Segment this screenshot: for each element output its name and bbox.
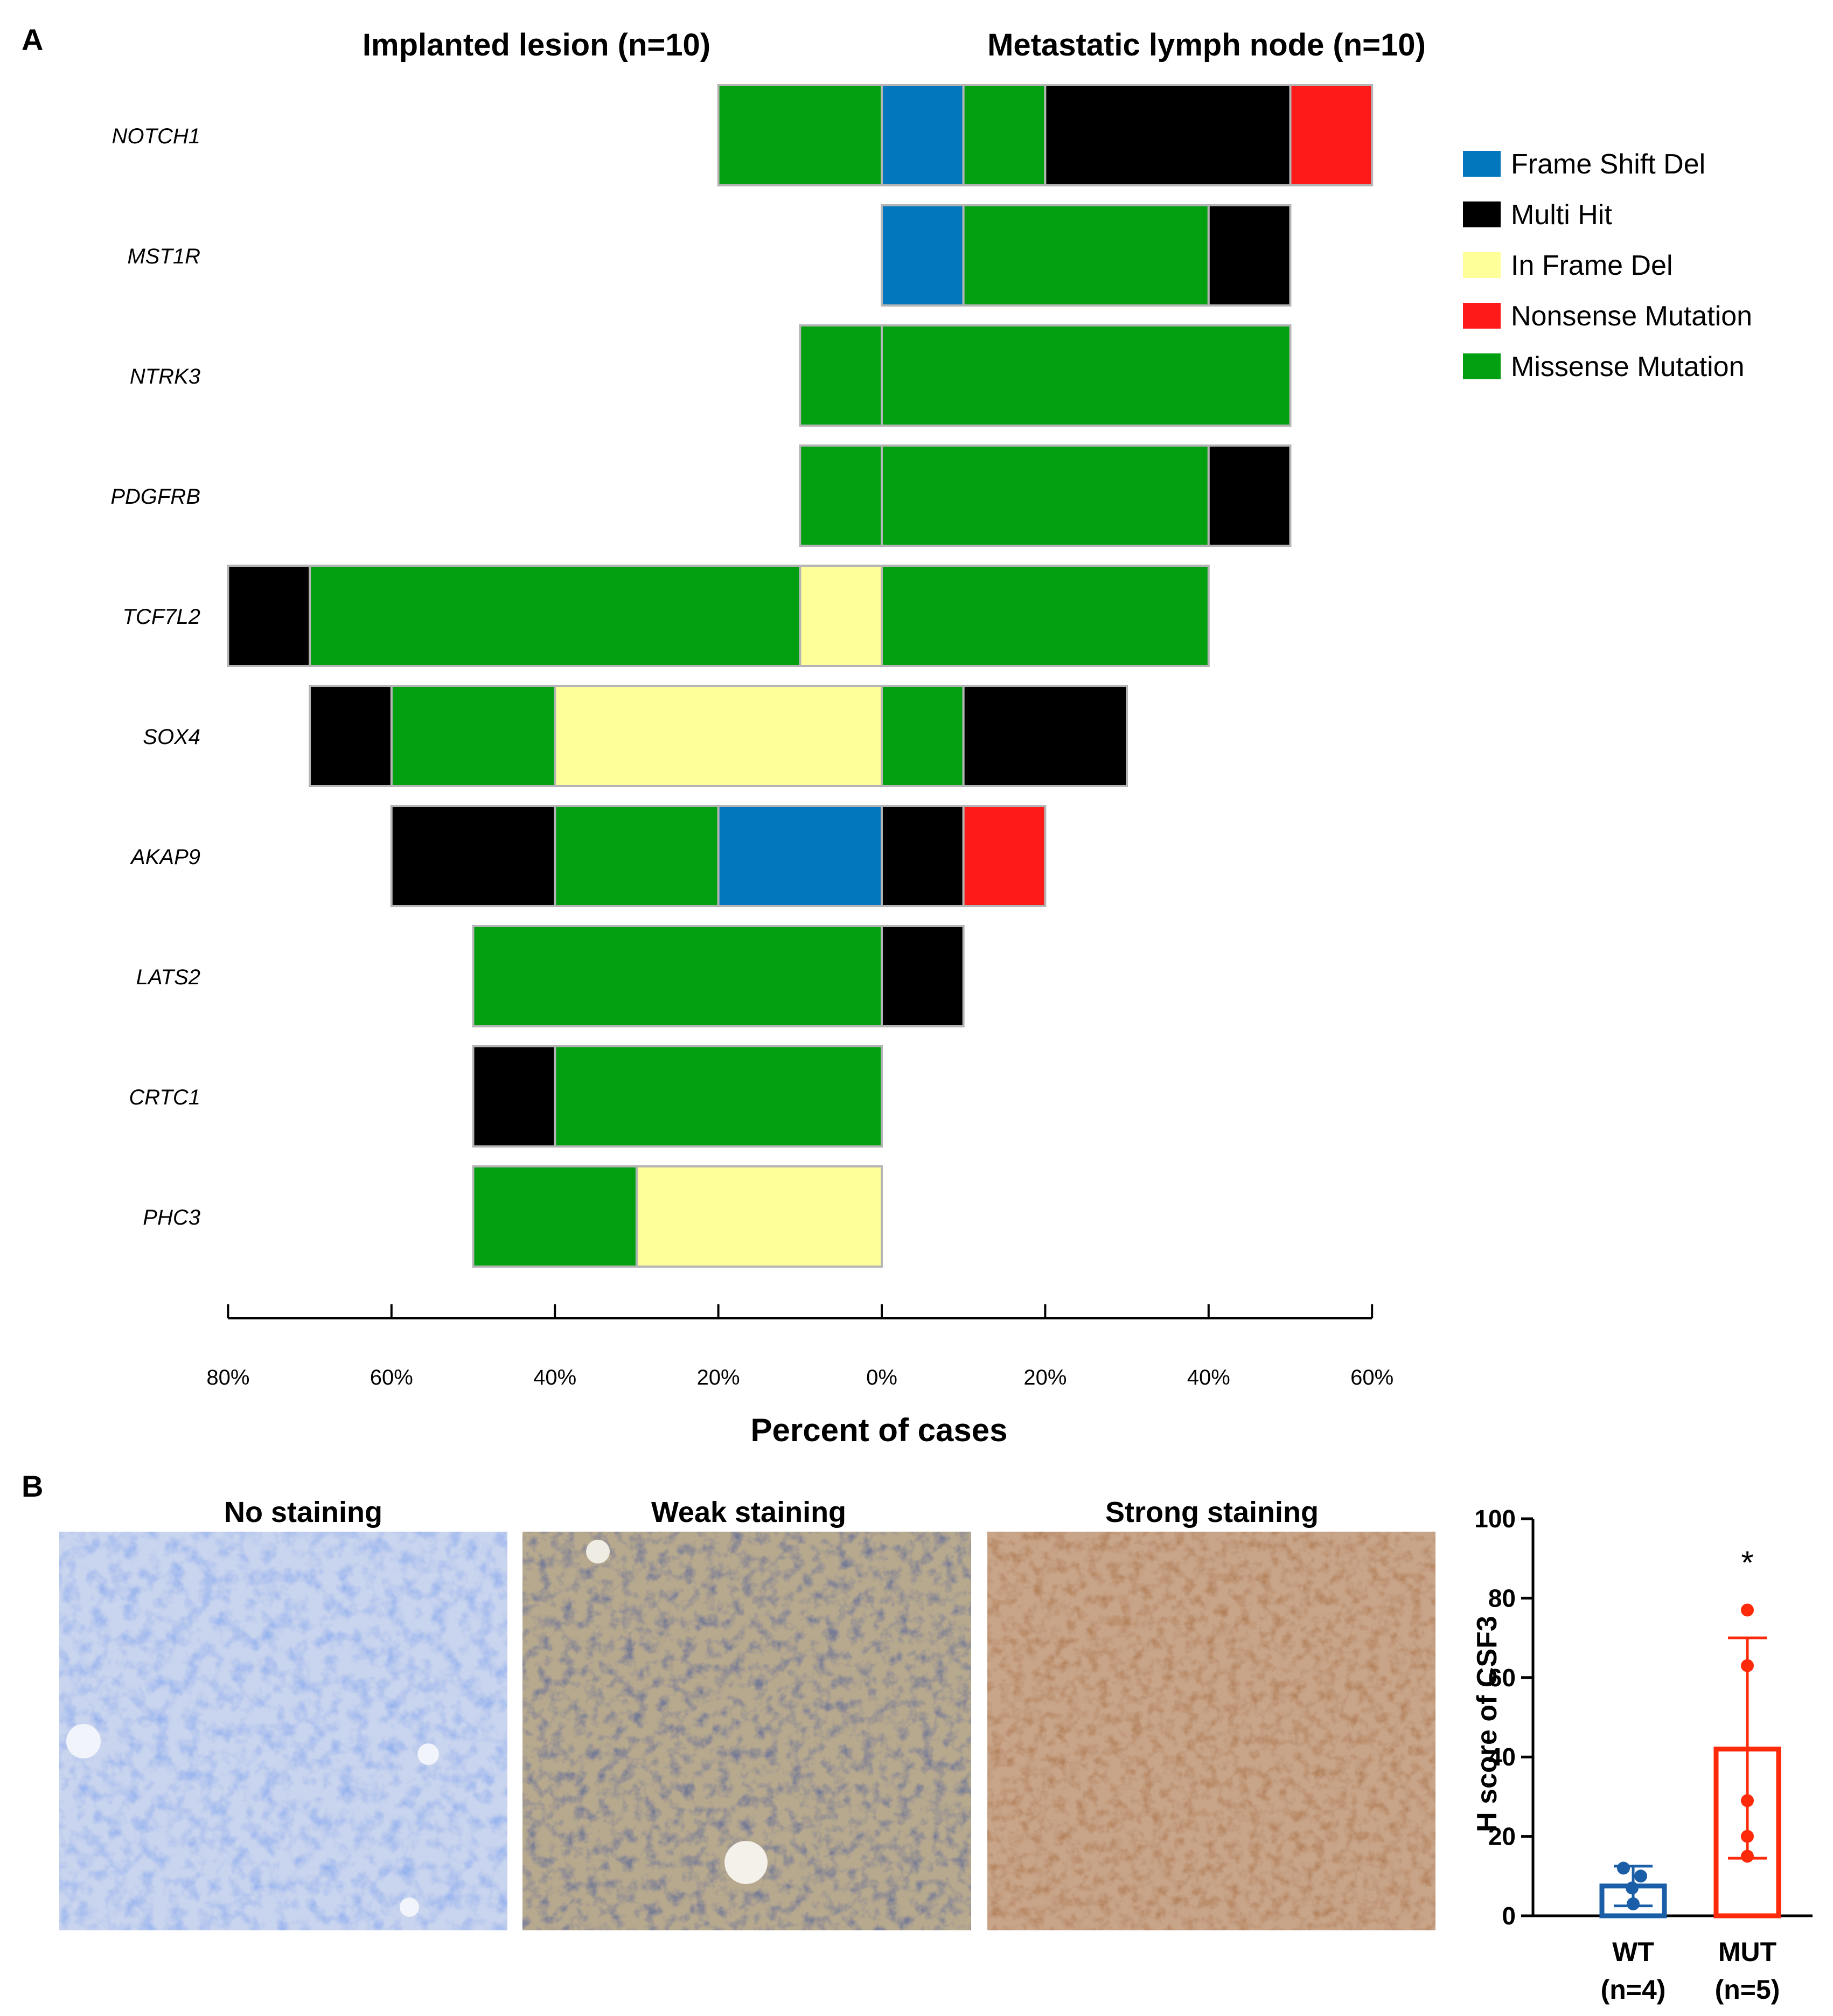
bar-segment [799,444,883,547]
y-tick-label: 60 [1488,1664,1516,1692]
bar-segment [554,1045,883,1148]
right-side-header: Metastatic lymph node (n=10) [987,27,1426,62]
bar-segment [554,685,883,787]
bar-segment [1289,84,1374,186]
panel-a-label: A [22,23,43,57]
bar-segment [390,685,556,787]
bar-segment [962,204,1210,307]
micrograph-weak-staining [522,1532,971,1930]
significance-marker: * [1741,1545,1753,1581]
gene-label: MST1R [127,245,200,268]
x-tick-label: 60% [1350,1366,1393,1389]
gene-label: PHC3 [143,1206,200,1229]
bar-segment [472,925,883,1027]
bar-segment [717,84,883,186]
y-tick-label: 0 [1502,1902,1516,1930]
gene-label: SOX4 [143,725,200,749]
legend-swatch [1463,151,1501,177]
micrograph-no-staining [59,1532,507,1930]
x-tick-label: 80% [206,1366,249,1389]
gene-label: AKAP9 [130,845,200,869]
bar-segment [472,1045,556,1148]
bar-segment [962,685,1128,787]
data-point [1617,1861,1630,1875]
bar-segment [799,565,883,667]
data-point [1741,1830,1754,1843]
bar-segment [881,805,965,907]
legend-label: Missense Mutation [1511,351,1745,383]
y-tick-label: 20 [1488,1823,1516,1851]
bar-segment [881,444,1210,547]
group-label: WT [1612,1937,1654,1967]
group-n-label: (n=5) [1715,1975,1780,2005]
gene-label: TCF7L2 [123,605,201,629]
x-tick-label: 0% [866,1366,897,1389]
y-tick-label: 40 [1488,1743,1516,1771]
micrograph-strong-staining [987,1532,1435,1930]
data-point [1626,1881,1639,1895]
x-tick-label: 60% [370,1366,413,1389]
left-side-header: Implanted lesion (n=10) [363,27,710,62]
y-axis-title: H score of CSF3 [1472,1616,1503,1832]
bar-segment [962,84,1047,186]
x-tick-label: 20% [697,1366,740,1389]
bar-segment [881,324,1292,427]
data-point [1741,1794,1754,1808]
bar-segment [717,805,883,907]
bar-segment [881,84,965,186]
x-tick-label: 40% [1187,1366,1230,1389]
bar-segment [881,204,965,307]
x-tick-label: 20% [1023,1366,1067,1389]
legend-swatch [1463,252,1501,278]
x-tick-label: 40% [533,1366,576,1389]
gene-label: NTRK3 [130,365,200,388]
bar-segment [799,324,883,427]
bar-segment [1207,204,1292,307]
y-tick-label: 100 [1474,1505,1516,1533]
data-point [1741,1603,1754,1617]
gene-label: PDGFRB [110,485,200,509]
gene-label: NOTCH1 [112,124,200,148]
bar-segment [390,805,556,907]
panel-b-label: B [22,1469,43,1503]
bar-segment [881,685,965,787]
bar-segment [962,805,1047,907]
x-axis-title: Percent of cases [751,1412,1008,1448]
bar-segment [1207,444,1292,547]
legend-label: Multi Hit [1511,199,1612,231]
data-point [1634,1869,1647,1883]
group-label: MUT [1718,1937,1776,1967]
bar-segment [309,685,393,787]
bar-segment [309,565,801,667]
butterfly-chart: NOTCH1 MST1R NTRK3 PDGFRB TCF7L2 SOX4 AKAP9 LAT… [110,84,1374,1268]
legend-swatch [1463,201,1501,227]
group-n-label: (n=4) [1601,1975,1666,2005]
data-point [1627,1897,1640,1910]
legend-swatch [1463,303,1501,329]
gene-label: CRTC1 [129,1086,200,1109]
hscore-chart: 0 20 40 60 80 100 WT (n=4) MUT (n=5) * [1474,1505,1813,2005]
data-point [1741,1659,1754,1672]
bar-segment [554,805,720,907]
legend-label: Nonsense Mutation [1511,301,1752,332]
bar-segment [227,565,311,667]
bar-segment [881,565,1210,667]
bar-segment [1044,84,1292,186]
bar-segment [881,925,965,1027]
image-title-weak-staining: Weak staining [651,1496,846,1528]
legend-label: Frame Shift Del [1511,149,1705,180]
image-title-strong-staining: Strong staining [1105,1496,1319,1528]
bar-segment [635,1165,883,1268]
legend: Frame Shift Del Multi Hit In Frame Del Nons… [1463,149,1752,383]
image-title-no-staining: No staining [224,1496,382,1528]
x-axis: 80% 60% 40% 20% 0% 20% 40% 60% [206,1304,1393,1389]
legend-swatch [1463,353,1501,379]
bar-segment [472,1165,638,1268]
y-tick-label: 80 [1488,1584,1516,1612]
data-point [1741,1850,1754,1863]
gene-label: LATS2 [136,965,200,989]
legend-label: In Frame Del [1511,250,1673,281]
